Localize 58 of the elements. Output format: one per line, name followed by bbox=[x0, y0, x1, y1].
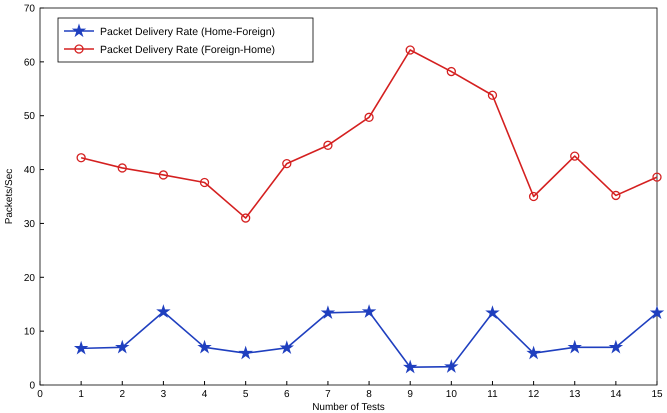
x-tick-label: 4 bbox=[202, 389, 208, 400]
y-tick-label: 60 bbox=[24, 57, 36, 68]
point bbox=[527, 346, 540, 359]
y-tick-label: 40 bbox=[24, 165, 36, 176]
point bbox=[282, 158, 292, 168]
point bbox=[486, 306, 499, 318]
point bbox=[570, 151, 580, 161]
point bbox=[323, 140, 333, 150]
x-tick-label: 10 bbox=[446, 389, 458, 400]
x-tick-label: 11 bbox=[487, 389, 498, 400]
x-tick-label: 13 bbox=[569, 389, 581, 400]
y-tick-label: 10 bbox=[24, 326, 36, 338]
point bbox=[280, 341, 293, 354]
y-axis-title: Packets/Sec bbox=[4, 168, 15, 224]
x-tick-label: 1 bbox=[78, 389, 84, 400]
x-tick-label: 8 bbox=[366, 389, 372, 400]
point bbox=[611, 190, 621, 200]
point bbox=[241, 213, 250, 223]
x-tick-label: 6 bbox=[284, 389, 290, 400]
point bbox=[362, 305, 376, 318]
point bbox=[488, 90, 498, 100]
point bbox=[116, 340, 128, 353]
x-tick-label: 2 bbox=[119, 389, 126, 400]
x-tick-label: 3 bbox=[160, 389, 167, 400]
point bbox=[76, 153, 86, 162]
point bbox=[652, 172, 662, 182]
point bbox=[74, 342, 88, 354]
point bbox=[610, 340, 622, 353]
x-axis-title: Number of Tests bbox=[312, 402, 385, 413]
y-tick-label: 50 bbox=[24, 111, 36, 122]
point bbox=[158, 170, 168, 180]
point bbox=[157, 305, 170, 318]
x-tick-label: 5 bbox=[242, 389, 249, 400]
point bbox=[445, 360, 458, 372]
point bbox=[568, 340, 581, 353]
point bbox=[406, 45, 415, 55]
legend-label: Packet Delivery Rate (Foreign-Home) bbox=[100, 44, 276, 56]
x-tick-label: 0 bbox=[37, 389, 44, 400]
point bbox=[198, 340, 211, 353]
legend-label: Packet Delivery Rate (Home-Foreign) bbox=[100, 26, 276, 38]
point bbox=[404, 360, 416, 373]
x-tick-label: 14 bbox=[610, 389, 622, 400]
point bbox=[200, 178, 210, 188]
x-tick-label: 7 bbox=[325, 389, 332, 400]
point bbox=[446, 66, 456, 76]
point bbox=[239, 346, 252, 359]
point bbox=[118, 163, 127, 173]
x-tick-label: 9 bbox=[407, 389, 414, 400]
point bbox=[322, 306, 334, 318]
y-tick-label: 30 bbox=[24, 218, 36, 230]
y-tick-label: 20 bbox=[24, 272, 36, 284]
point bbox=[650, 306, 664, 318]
y-tick-label: 0 bbox=[29, 380, 36, 392]
x-tick-label: 12 bbox=[528, 389, 540, 400]
x-tick-label: 15 bbox=[651, 389, 663, 400]
point bbox=[528, 192, 538, 202]
y-tick-label: 70 bbox=[24, 4, 36, 14]
point bbox=[364, 112, 374, 122]
